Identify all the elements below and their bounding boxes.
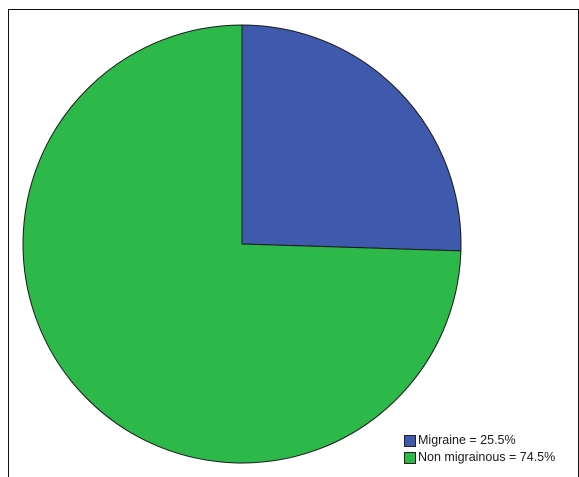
pie-slice-non-migrainous <box>22 24 462 464</box>
legend-label-migraine: Migraine = 25.5% <box>418 433 516 447</box>
legend-swatch-migraine <box>404 434 416 447</box>
pie-slice-migraine <box>241 24 462 252</box>
legend-swatch-non-migrainous <box>404 451 416 464</box>
legend: Migraine = 25.5% Non migrainous = 74.5% <box>404 432 555 466</box>
legend-label-non-migrainous: Non migrainous = 74.5% <box>418 450 556 464</box>
legend-item-non-migrainous: Non migrainous = 74.5% <box>404 449 555 466</box>
legend-item-migraine: Migraine = 25.5% <box>404 432 555 449</box>
